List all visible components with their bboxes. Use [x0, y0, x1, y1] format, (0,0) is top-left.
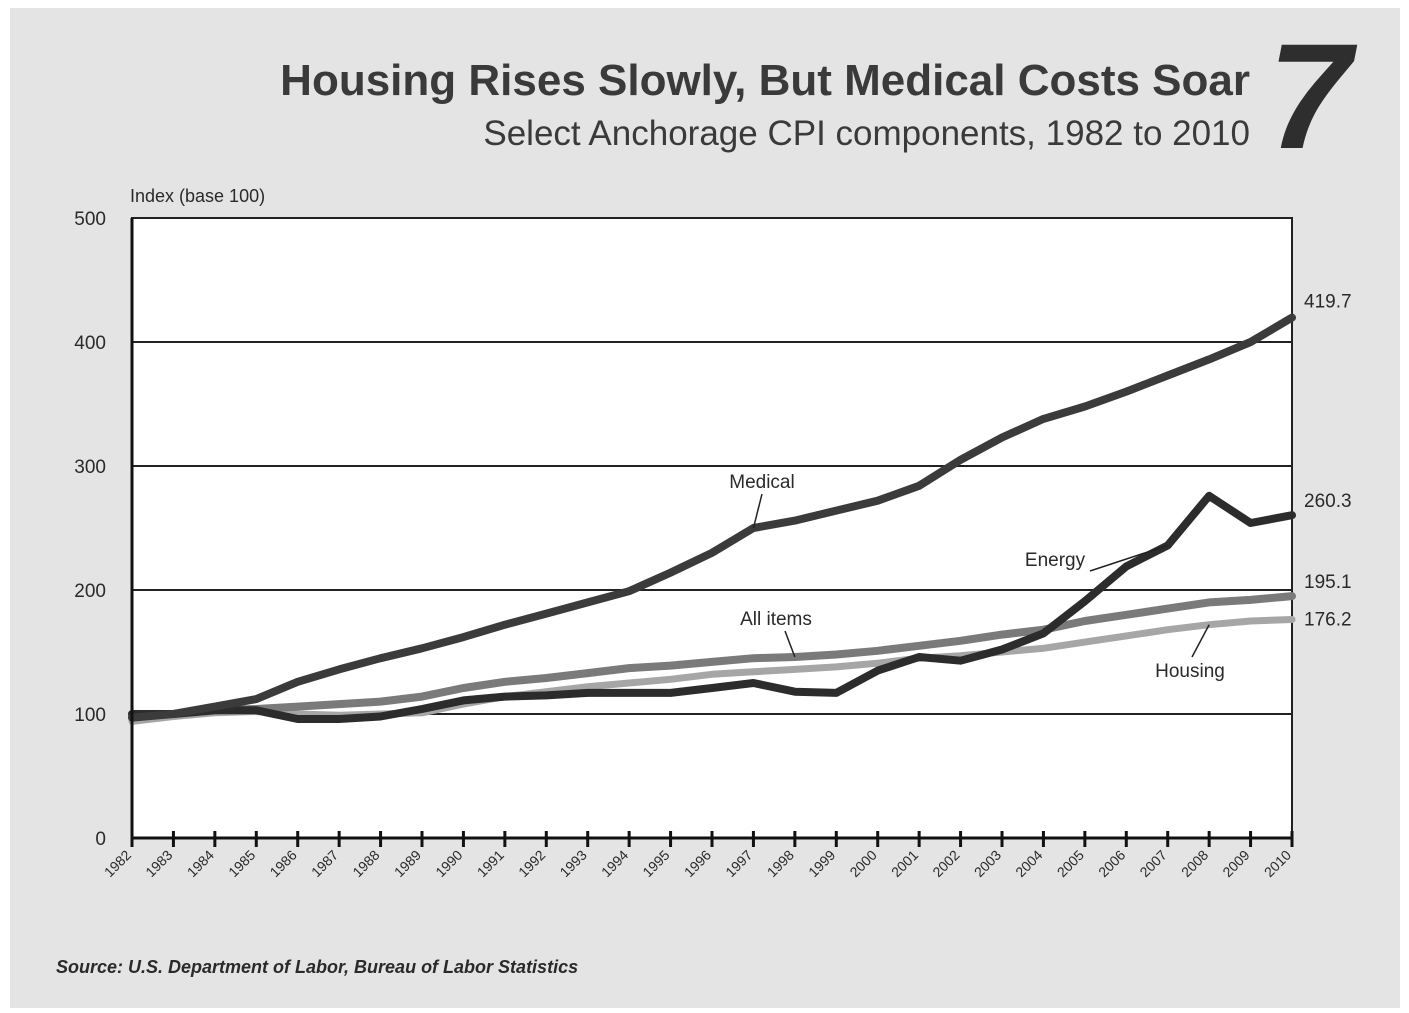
- series-label-all-items: All items: [740, 609, 812, 630]
- x-tick-label-1984: 1984: [184, 847, 217, 880]
- x-tick-label-1997: 1997: [722, 847, 755, 880]
- x-tick-label-1983: 1983: [142, 847, 175, 880]
- x-tick-label-1987: 1987: [308, 847, 341, 880]
- x-tick-label-1992: 1992: [515, 847, 548, 880]
- x-tick-label-2008: 2008: [1178, 847, 1211, 880]
- end-value-label-housing: 176.2: [1304, 610, 1352, 631]
- x-tick-label-2010: 2010: [1261, 847, 1294, 880]
- y-tick-label-100: 100: [74, 705, 106, 726]
- x-tick-label-1999: 1999: [805, 847, 838, 880]
- x-tick-label-1988: 1988: [349, 847, 382, 880]
- chart-subtitle: Select Anchorage CPI components, 1982 to…: [483, 114, 1250, 153]
- series-line-energy: [128, 491, 1296, 723]
- x-tick-label-1995: 1995: [639, 847, 672, 880]
- y-tick-labels: 0 100 200 300 400 500: [74, 209, 106, 850]
- leader-line-medical: [752, 493, 763, 529]
- leader-line-all-items: [784, 630, 796, 658]
- series-line-all-items: [128, 592, 1296, 721]
- plot-area: [131, 217, 1293, 839]
- label-leader-lines: [752, 493, 1210, 658]
- x-tick-label-2005: 2005: [1054, 847, 1087, 880]
- x-tick-labels: 1982 1983 1984 1985 1986 1987 1988 1989 1990 1991…: [101, 847, 1294, 880]
- y-tick-label-200: 200: [74, 581, 106, 602]
- y-axis-label: Index (base 100): [130, 186, 265, 206]
- x-tick-label-2007: 2007: [1136, 847, 1169, 880]
- x-tick-label-2009: 2009: [1219, 847, 1252, 880]
- x-tick-label-2006: 2006: [1095, 847, 1128, 880]
- x-tick-label-2001: 2001: [888, 847, 921, 880]
- x-tick-label-1993: 1993: [556, 847, 589, 880]
- chart-title: Housing Rises Slowly, But Medical Costs …: [280, 56, 1250, 105]
- x-tick-label-2003: 2003: [971, 847, 1004, 880]
- end-value-label-medical: 419.7: [1304, 292, 1352, 313]
- y-tick-label-400: 400: [74, 333, 106, 354]
- x-tick-label-1994: 1994: [598, 847, 631, 880]
- source-note: Source: U.S. Department of Labor, Bureau…: [56, 957, 578, 977]
- x-tick-label-1991: 1991: [474, 847, 507, 880]
- leader-line-energy: [1089, 544, 1168, 572]
- series-label-housing: Housing: [1155, 661, 1225, 682]
- x-tick-label-1985: 1985: [225, 847, 258, 880]
- y-tick-label-300: 300: [74, 457, 106, 478]
- x-tick-label-2004: 2004: [1012, 847, 1045, 880]
- leader-line-housing: [1191, 624, 1210, 658]
- series-line-medical: [128, 313, 1296, 722]
- x-tick-label-2002: 2002: [929, 847, 962, 880]
- x-tick-label-2000: 2000: [846, 847, 879, 880]
- series-label-medical: Medical: [729, 472, 794, 493]
- series-label-energy: Energy: [1025, 550, 1086, 571]
- series-lines: [128, 313, 1296, 725]
- y-tick-label-0: 0: [95, 829, 106, 850]
- figure-number-badge: 7: [1268, 12, 1358, 180]
- end-value-labels: 419.7 260.3 195.1 176.2: [1304, 292, 1352, 631]
- x-tick-label-1996: 1996: [681, 847, 714, 880]
- series-line-housing: [128, 616, 1296, 725]
- x-tick-label-1982: 1982: [101, 847, 134, 880]
- y-tick-label-500: 500: [74, 209, 106, 230]
- x-tick-label-1986: 1986: [266, 847, 299, 880]
- end-value-label-all-items: 195.1: [1304, 572, 1352, 593]
- end-value-label-energy: 260.3: [1304, 491, 1352, 512]
- axes: [130, 218, 1294, 847]
- x-tick-label-1998: 1998: [764, 847, 797, 880]
- x-tick-label-1990: 1990: [432, 847, 465, 880]
- x-tick-label-1989: 1989: [391, 847, 424, 880]
